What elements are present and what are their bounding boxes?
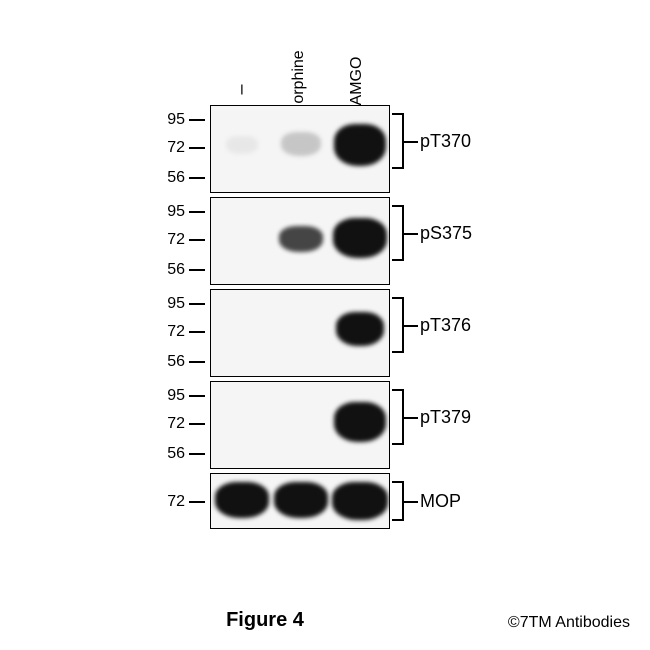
band <box>332 482 388 520</box>
blot-box-pT376 <box>210 289 390 377</box>
band <box>334 124 386 166</box>
panels-stack: 957256pT370957256pS375957256pT376957256p… <box>210 105 390 533</box>
mw-label-72: 72 <box>167 415 205 433</box>
lane-3 <box>331 106 389 192</box>
lane-2 <box>272 382 330 468</box>
mw-label-72: 72 <box>167 139 205 157</box>
figure-caption: Figure 4 <box>155 609 375 632</box>
bracket-pT370 <box>392 113 404 169</box>
panel-row-pT376: 957256pT376 <box>210 289 390 377</box>
lane-1 <box>213 382 271 468</box>
blot-box-pS375 <box>210 197 390 285</box>
panel-row-pS375: 957256pS375 <box>210 197 390 285</box>
lane-3 <box>331 382 389 468</box>
lane-1 <box>213 290 271 376</box>
copyright-text: ©7TM Antibodies <box>508 614 630 632</box>
blot-box-pT370 <box>210 105 390 193</box>
band <box>281 132 321 156</box>
mw-label-95: 95 <box>167 203 205 221</box>
panel-row-MOP: 72MOP <box>210 473 390 529</box>
mw-label-72: 72 <box>167 323 205 341</box>
band <box>334 402 386 442</box>
blot-box-MOP <box>210 473 390 529</box>
bracket-pT376 <box>392 297 404 353</box>
lane-1 <box>213 474 271 528</box>
panel-label-MOP: MOP <box>404 491 461 512</box>
band <box>226 136 258 154</box>
lane-2 <box>272 290 330 376</box>
bracket-MOP <box>392 481 404 521</box>
panel-row-pT370: 957256pT370 <box>210 105 390 193</box>
mw-label-56: 56 <box>167 445 205 463</box>
band <box>274 482 328 518</box>
panel-label-pT379: pT379 <box>404 407 471 428</box>
lane-2 <box>272 106 330 192</box>
mw-label-95: 95 <box>167 111 205 129</box>
mw-label-72: 72 <box>167 493 205 511</box>
blot-box-pT379 <box>210 381 390 469</box>
panel-row-pT379: 957256pT379 <box>210 381 390 469</box>
lane-1 <box>213 198 271 284</box>
band <box>333 218 387 258</box>
band <box>215 482 269 518</box>
panel-label-pT376: pT376 <box>404 315 471 336</box>
mw-label-72: 72 <box>167 231 205 249</box>
lane-3 <box>331 290 389 376</box>
mw-label-95: 95 <box>167 387 205 405</box>
lane-2 <box>272 198 330 284</box>
mw-label-95: 95 <box>167 295 205 313</box>
band <box>279 226 323 252</box>
mw-label-56: 56 <box>167 169 205 187</box>
lane-3 <box>331 474 389 528</box>
panel-label-pT370: pT370 <box>404 131 471 152</box>
mw-label-56: 56 <box>167 353 205 371</box>
bracket-pT379 <box>392 389 404 445</box>
band <box>336 312 384 346</box>
lane-3 <box>331 198 389 284</box>
lane-1 <box>213 106 271 192</box>
bracket-pS375 <box>392 205 404 261</box>
lane-headers: – Morphine DAMGO <box>215 30 383 100</box>
lane-2 <box>272 474 330 528</box>
panel-label-pS375: pS375 <box>404 223 472 244</box>
mw-label-56: 56 <box>167 261 205 279</box>
